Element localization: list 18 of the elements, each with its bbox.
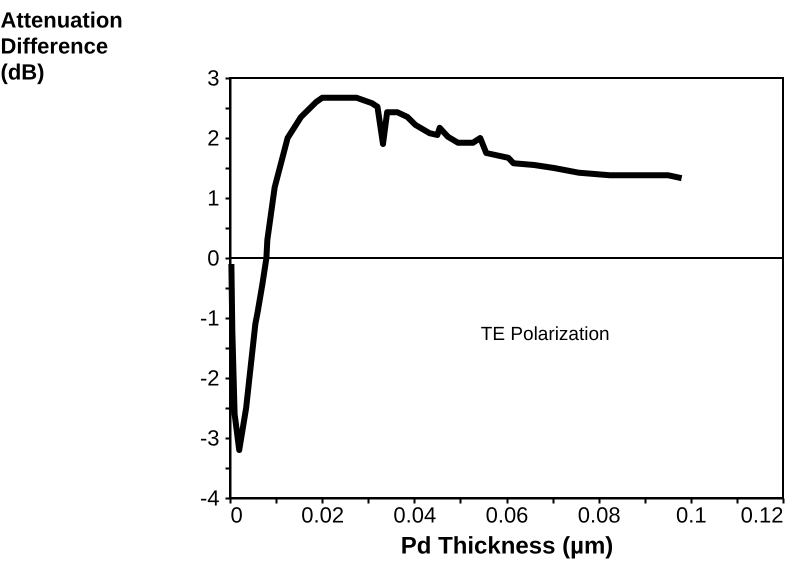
y-tick-label: -1 [200,306,220,330]
y-tick-label: -2 [200,366,220,390]
annotation: TE Polarization [480,324,610,346]
y-tick-label: 0 [207,246,220,270]
x-tick-label: 0.02 [301,502,344,528]
y-tick-label: 3 [207,66,220,90]
x-axis-title: Pd Thickness (µm) [400,532,614,560]
x-tick-label: 0.08 [578,502,621,528]
y-axis-title: Attenuation Difference (dB) [0,8,123,84]
y-tick-label: 2 [207,126,220,150]
x-tick-label: 0 [230,502,243,528]
y-tick-label: 1 [207,186,220,210]
y-tick-label: -4 [200,486,220,510]
x-tick-label: 0.06 [486,502,528,528]
x-tick-label: 0.1 [676,502,707,528]
x-tick-label: 0.04 [393,502,436,528]
x-tick-label: 0.12 [740,502,784,528]
y-tick-label: -3 [200,426,220,450]
